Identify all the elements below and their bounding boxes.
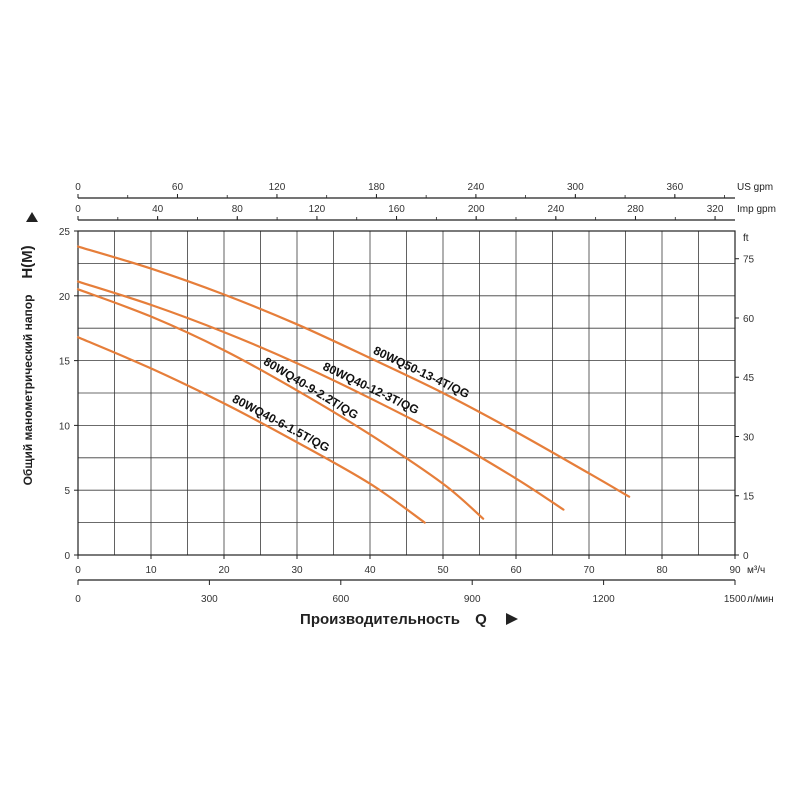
us-gpm-tick-label: 300: [567, 182, 584, 193]
ft-tick-label: 0: [743, 551, 749, 562]
ft-axis-unit: ft: [743, 233, 749, 244]
series-line: [76, 288, 485, 520]
imp-gpm-tick-label: 240: [547, 204, 564, 215]
ft-tick-label: 60: [743, 314, 755, 325]
us-gpm-axis-unit: US gpm: [737, 182, 773, 193]
grid: [77, 230, 736, 556]
x-axis-unit: м³/ч: [747, 565, 765, 576]
x-axis-symbol: Q: [475, 611, 487, 628]
y-tick-label: 15: [59, 357, 71, 368]
lmin-tick-label: 600: [332, 594, 349, 605]
imp-gpm-tick-label: 320: [707, 204, 724, 215]
imp-gpm-tick-label: 160: [388, 204, 405, 215]
x-axis-title: Производительность: [300, 611, 460, 628]
lmin-tick-label: 900: [464, 594, 481, 605]
x-tick-label: 30: [291, 565, 303, 576]
axis-labels: Общий манометрический напор H(M) Производи…: [19, 212, 518, 628]
y-axis-title: Общий манометрический напор: [21, 295, 35, 486]
y-tick-label: 20: [59, 292, 71, 303]
lmin-axis-unit: л/мин: [747, 594, 774, 605]
x-tick-label: 40: [364, 565, 376, 576]
x-tick-label: 60: [510, 565, 522, 576]
us-gpm-tick-label: 180: [368, 182, 385, 193]
us-gpm-tick-label: 240: [468, 182, 485, 193]
axes: 0 5 10 15 20 25 0 15 30 45 60 75 ft 0 10 20 30 40 50 60 70 80…: [59, 182, 776, 605]
us-gpm-tick-label: 120: [269, 182, 286, 193]
ft-tick-label: 30: [743, 432, 755, 443]
series-line: [76, 336, 426, 524]
x-tick-label: 10: [145, 565, 157, 576]
series-line: [76, 280, 565, 511]
us-gpm-tick-label: 360: [666, 182, 683, 193]
imp-gpm-tick-label: 40: [152, 204, 164, 215]
curves: 80WQ50-13-4T/QG80WQ40-12-3T/QG80WQ40-9-2…: [76, 245, 631, 524]
lmin-tick-label: 300: [201, 594, 218, 605]
x-axis-arrow-icon: [506, 613, 518, 625]
imp-gpm-tick-label: 120: [309, 204, 326, 215]
imp-gpm-tick-label: 280: [627, 204, 644, 215]
y-tick-label: 5: [64, 486, 70, 497]
y-tick-label: 0: [64, 551, 70, 562]
series-line: [76, 245, 631, 498]
plot-frame: [77, 230, 736, 556]
ft-tick-label: 75: [743, 255, 755, 266]
x-tick-label: 70: [583, 565, 595, 576]
y-axis-symbol: H(M): [19, 245, 36, 278]
y-tick-label: 25: [59, 227, 71, 238]
ft-tick-label: 15: [743, 492, 755, 503]
ft-tick-label: 45: [743, 373, 755, 384]
x-tick-label: 20: [218, 565, 230, 576]
imp-gpm-tick-label: 80: [232, 204, 244, 215]
imp-gpm-axis-unit: Imp gpm: [737, 204, 776, 215]
lmin-tick-label: 1500: [724, 594, 747, 605]
lmin-tick-label: 0: [75, 594, 81, 605]
x-tick-label: 0: [75, 565, 81, 576]
us-gpm-tick-label: 60: [172, 182, 184, 193]
y-tick-label: 10: [59, 421, 71, 432]
x-tick-label: 80: [656, 565, 668, 576]
lmin-tick-label: 1200: [592, 594, 615, 605]
imp-gpm-tick-label: 200: [468, 204, 485, 215]
x-tick-label: 90: [729, 565, 741, 576]
imp-gpm-tick-label: 0: [75, 204, 81, 215]
us-gpm-tick-label: 0: [75, 182, 81, 193]
x-tick-label: 50: [437, 565, 449, 576]
y-axis-arrow-icon: [26, 212, 38, 222]
